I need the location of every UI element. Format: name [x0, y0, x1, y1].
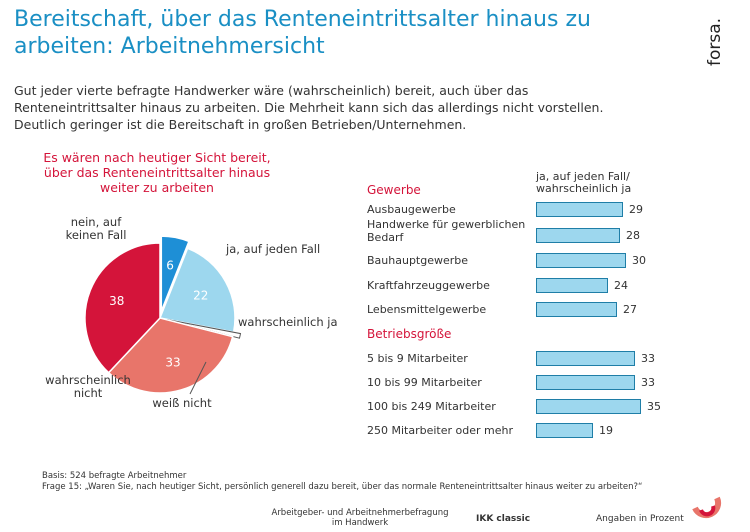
bar-value-label: 24: [614, 279, 628, 292]
bar-value-label: 30: [632, 254, 646, 267]
bar-label: 100 bis 249 Mitarbeiter: [367, 400, 496, 413]
bar-value-label: 28: [626, 229, 640, 242]
pie-slice-label: nein, auf keinen Fall: [66, 215, 127, 242]
bar-value-label: 19: [599, 424, 613, 437]
forsa-logo: forsa.: [705, 18, 725, 66]
units-note: Angaben in Prozent: [596, 514, 684, 524]
page-title: Bereitschaft, über das Renteneintrittsal…: [14, 7, 591, 59]
bar: [536, 253, 626, 268]
bar: [536, 278, 608, 293]
bar-value-label: 33: [641, 352, 655, 365]
bar-label: Lebensmittelgewerbe: [367, 303, 487, 316]
bar-label: Handwerke für gewerblichen Bedarf: [367, 218, 526, 244]
pie-slice: [160, 235, 190, 312]
bar: [536, 399, 641, 414]
pie-leader-line: [189, 361, 207, 395]
bar: [536, 228, 620, 243]
pie-slice-label: wahrscheinlich nicht: [45, 373, 131, 400]
survey-label-line1: Arbeitgeber- und Arbeitnehmerbefragung: [271, 508, 449, 518]
footer-notes: Basis: 524 befragte Arbeitnehmer Frage 1…: [42, 471, 702, 493]
bar-group-title: Betriebsgröße: [367, 327, 452, 341]
bar-label: 250 Mitarbeiter oder mehr: [367, 424, 513, 437]
bar-label: Kraftfahrzeuggewerbe: [367, 279, 490, 292]
sponsor-logo-text: IKK classic: [476, 514, 531, 524]
bar-value-label: 33: [641, 376, 655, 389]
survey-label-line2: im Handwerk: [331, 518, 389, 528]
bar: [536, 202, 623, 217]
bar-value-label: 27: [623, 303, 637, 316]
bar: [536, 423, 593, 438]
bar-value-label: 35: [647, 400, 661, 413]
footer-question: Frage 15: „Waren Sie, nach heutiger Sich…: [42, 482, 643, 492]
bar-label: Ausbaugewerbe: [367, 203, 456, 216]
pie-slice-value: 22: [193, 289, 208, 303]
bar: [536, 375, 635, 390]
bar-label: Bauhauptgewerbe: [367, 254, 469, 267]
survey-label: Arbeitgeber- und Arbeitnehmerbefragung i…: [270, 508, 450, 528]
forsa-logo-text: forsa.: [705, 18, 725, 66]
footer-basis: Basis: 524 befragte Arbeitnehmer: [42, 471, 187, 481]
pie-slice: [84, 242, 161, 374]
bar-column-header: ja, auf jeden Fall/ wahrscheinlich ja: [536, 170, 632, 195]
bar-group-title: Gewerbe: [367, 183, 421, 197]
bar: [536, 351, 635, 366]
pie-slice: [158, 247, 236, 333]
pie-slice-value: 6: [166, 258, 174, 272]
forsa-swirl-icon: [692, 496, 722, 519]
bar: [536, 302, 617, 317]
sponsor-logo: IKK classic: [476, 514, 530, 524]
pie-slice-value: 38: [109, 294, 124, 308]
bar-label: 5 bis 9 Mitarbeiter: [367, 352, 468, 365]
pie-slice-label: weiß nicht: [152, 396, 212, 410]
pie-slice-label: wahrscheinlich ja: [238, 315, 338, 329]
pie-chart-title: Es wären nach heutiger Sicht bereit, übe…: [43, 150, 271, 195]
pie-slice-value: 33: [165, 356, 180, 370]
pie-slice: [107, 317, 234, 394]
pie-slice-label: ja, auf jeden Fall: [225, 242, 320, 256]
bar-value-label: 29: [629, 203, 643, 216]
intro-text: Gut jeder vierte befragte Handwerker wär…: [14, 83, 604, 132]
bar-label: 10 bis 99 Mitarbeiter: [367, 376, 482, 389]
